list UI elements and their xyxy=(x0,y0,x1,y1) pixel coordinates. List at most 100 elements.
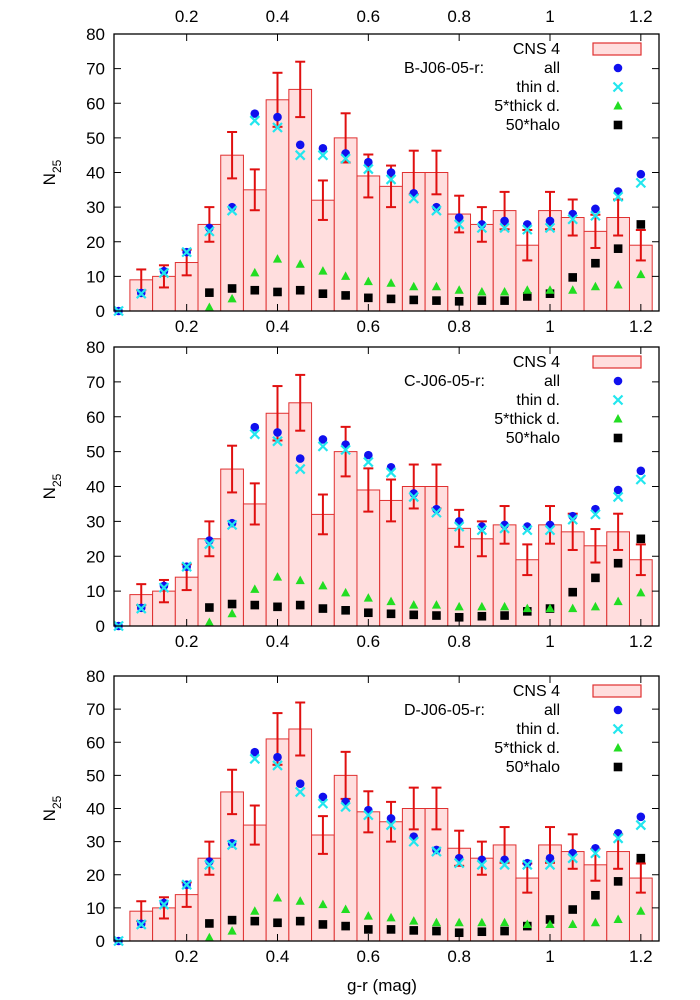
halo-point xyxy=(568,273,578,282)
thick-point xyxy=(409,281,419,291)
thin-point xyxy=(567,852,578,864)
y-tick-label: 60 xyxy=(86,408,105,427)
halo-point xyxy=(364,293,373,303)
thick-point xyxy=(363,276,373,286)
error-bar xyxy=(635,228,646,262)
y-axis-title-main: N xyxy=(40,809,59,821)
halo-point xyxy=(318,289,328,298)
thick-point xyxy=(613,280,623,289)
all-point xyxy=(250,422,260,432)
legend-marker-all xyxy=(613,63,623,73)
y-axis-title: N25 xyxy=(40,159,64,185)
legend-marker-halo xyxy=(613,433,623,443)
thick-point xyxy=(545,919,555,928)
series-points xyxy=(113,747,647,947)
halo-point xyxy=(341,921,350,931)
error-bar xyxy=(340,425,351,478)
thin-point xyxy=(317,149,329,161)
x-tick-label: 0.2 xyxy=(175,317,199,336)
thick-point xyxy=(295,896,305,905)
y-axis-title: N25 xyxy=(40,473,64,499)
all-point xyxy=(159,266,169,276)
all-point xyxy=(250,747,260,757)
error-bar xyxy=(408,463,419,510)
x-tick-label: 0.8 xyxy=(447,317,471,336)
thin-point xyxy=(522,224,533,235)
all-point xyxy=(273,428,282,437)
x-tick-label: 0.2 xyxy=(175,947,199,966)
thin-point xyxy=(590,509,601,520)
y-tick-label: 10 xyxy=(86,899,105,918)
thick-point xyxy=(272,572,283,581)
thin-point xyxy=(544,524,556,536)
histogram-bar xyxy=(288,728,313,942)
halo-point xyxy=(205,288,214,297)
thin-point xyxy=(340,444,351,456)
panels: 0.20.20.40.40.60.60.80.8111.21.201020304… xyxy=(40,7,660,966)
thick-point xyxy=(522,285,532,294)
halo-point xyxy=(477,927,487,937)
halo-point xyxy=(432,926,441,936)
y-tick-label: 70 xyxy=(86,60,105,79)
thin-point xyxy=(181,561,192,572)
y-tick-label: 50 xyxy=(86,766,105,785)
all-point xyxy=(636,466,646,476)
thin-point xyxy=(204,859,215,871)
error-bar xyxy=(431,786,442,831)
thick-point xyxy=(590,281,601,291)
x-tick-label: 1.2 xyxy=(629,632,653,651)
legend-label-thin: thin d. xyxy=(516,79,560,96)
thin-point xyxy=(385,174,397,185)
halo-point xyxy=(613,244,623,253)
halo-point xyxy=(227,915,237,925)
all-point xyxy=(432,845,441,855)
x-tick-label: 1.2 xyxy=(629,317,653,336)
thick-point xyxy=(522,919,532,928)
thin-point xyxy=(612,191,624,203)
halo-point xyxy=(295,285,305,295)
all-point xyxy=(386,814,396,823)
halo-point xyxy=(227,599,237,609)
all-point xyxy=(159,898,169,908)
y-tick-label: 70 xyxy=(86,700,105,719)
thin-point xyxy=(544,222,556,234)
thin-point xyxy=(499,222,510,234)
thick-point xyxy=(545,285,555,294)
all-point xyxy=(545,853,555,863)
histogram-bar xyxy=(265,412,290,627)
thick-point xyxy=(250,906,260,915)
halo-point xyxy=(205,603,214,612)
y-tick-label: 10 xyxy=(86,267,105,286)
thick-point xyxy=(386,596,396,606)
halo-point xyxy=(341,291,350,300)
histogram-bar xyxy=(288,88,313,312)
y-tick-label: 20 xyxy=(86,233,105,252)
thin-point xyxy=(226,519,238,531)
legend-swatch-cns4 xyxy=(592,42,642,56)
legend-marker-thin xyxy=(612,723,624,735)
thick-point xyxy=(522,603,532,613)
thin-point xyxy=(249,428,261,440)
thin-point xyxy=(135,288,147,299)
thick-point xyxy=(341,271,351,280)
halo-point xyxy=(454,612,464,622)
panel-2: 0.2 0.4 0.6 0.8 1 1.2 0 10 20 30 40 50 60 70 80 N25 CNS … xyxy=(40,338,660,651)
thick-point xyxy=(454,601,464,611)
panel-1: 0.2 0.2 0.4 0.4 0.6 0.6 0.8 0.8 1 1 1.2 1.2 0 10 20 30 4… xyxy=(40,7,660,336)
histogram xyxy=(129,402,653,627)
thin-point xyxy=(272,435,283,447)
thin-point xyxy=(612,833,624,844)
legend-label-thick: 5*thick d. xyxy=(494,740,560,757)
x-tick-label: 0.8 xyxy=(447,947,471,966)
x-tick-label-top: 0.4 xyxy=(266,7,290,26)
all-point xyxy=(227,838,237,848)
thin-point xyxy=(294,149,306,161)
thin-point xyxy=(204,226,215,237)
x-tick-label: 0.6 xyxy=(357,317,381,336)
legend-label-thin: thin d. xyxy=(516,721,560,738)
thin-point xyxy=(226,205,238,216)
thick-point xyxy=(386,278,396,287)
error-bar xyxy=(635,543,646,577)
y-tick-label: 50 xyxy=(86,443,105,462)
